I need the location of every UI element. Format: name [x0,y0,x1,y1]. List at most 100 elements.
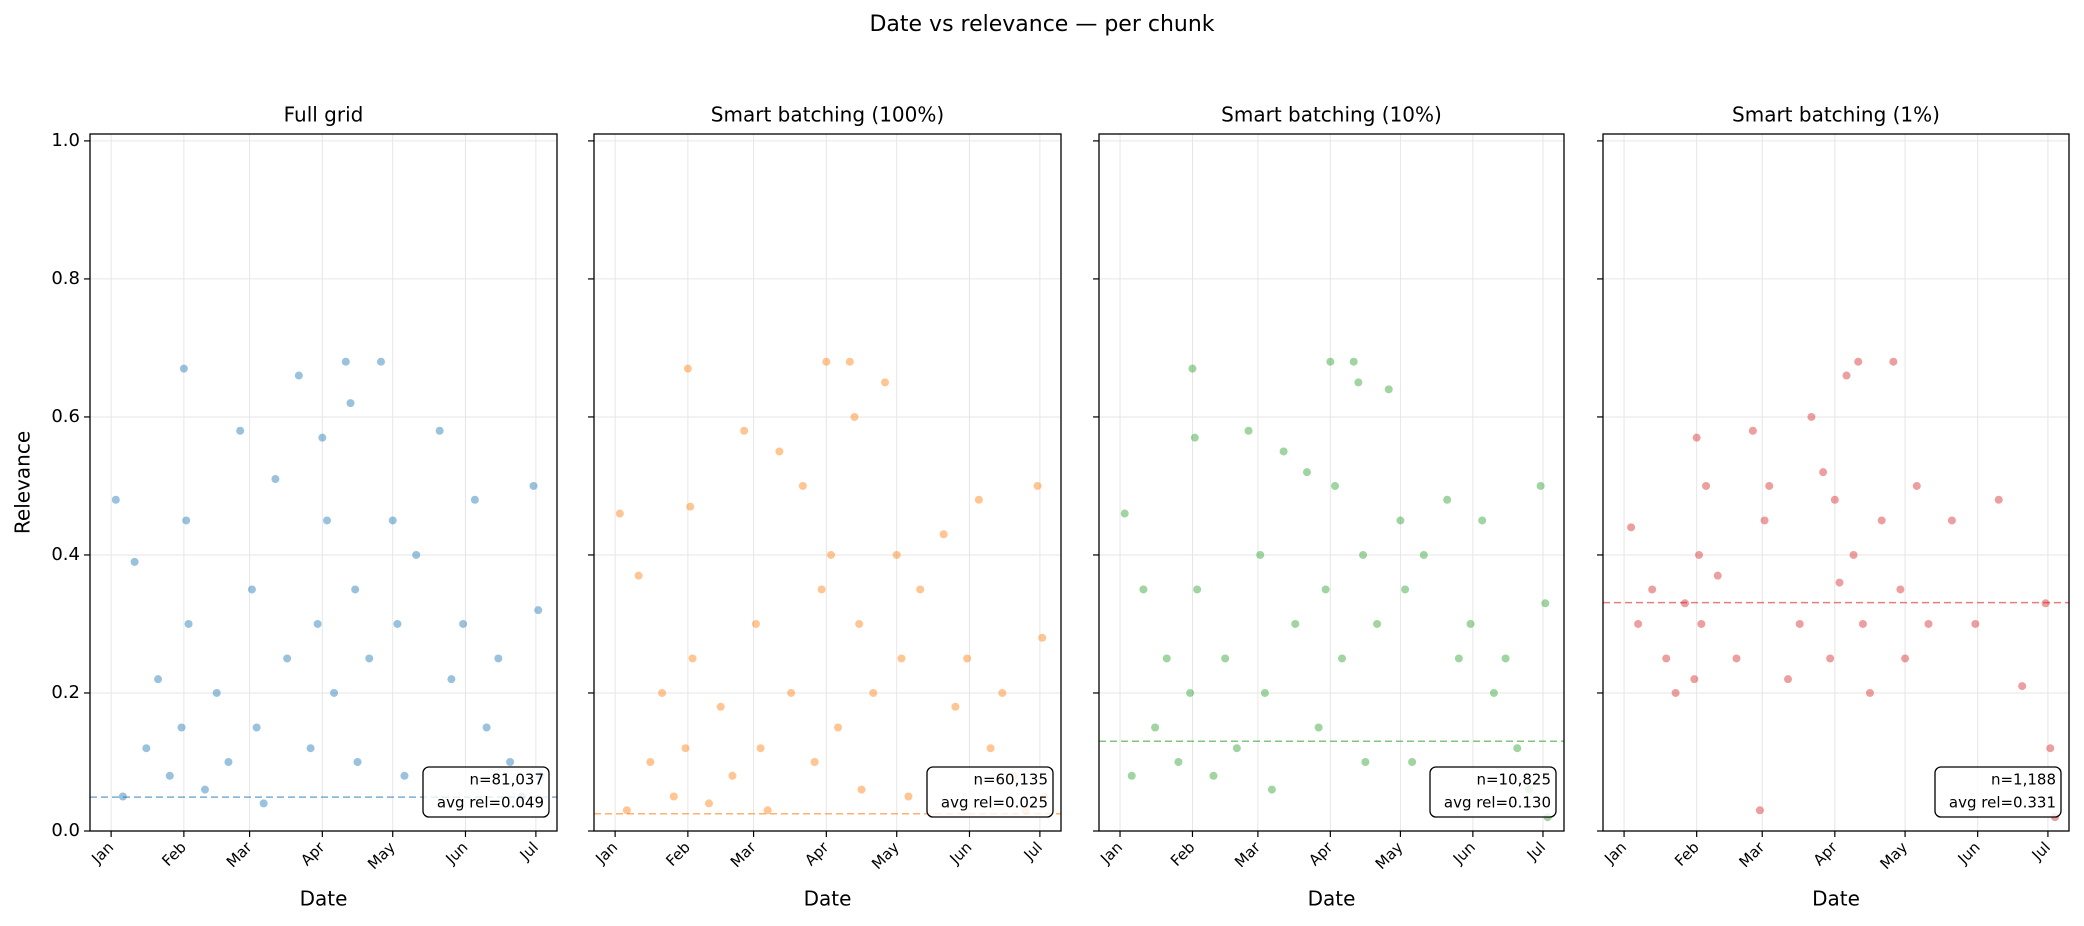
point [247,585,256,594]
x-tick-label: May [1876,838,1911,873]
point [1331,481,1340,490]
x-axis-label: Date [1308,887,1356,911]
x-tick-label: Jan [591,838,621,868]
point [1139,585,1148,594]
point [787,688,796,697]
panel-title: Smart batching (100%) [711,103,944,127]
point [534,606,543,615]
point [1321,585,1330,594]
point [1120,509,1129,518]
y-tick-label: 0.4 [51,544,80,565]
point [1783,675,1792,684]
point [1193,585,1202,594]
point [798,481,807,490]
point [154,675,163,684]
point [1209,771,1218,780]
point [259,799,268,808]
annotation-count: n=60,135 [973,771,1048,789]
x-tick-label: Jul [516,838,542,864]
point [669,792,678,801]
point [615,509,624,518]
x-tick-label: Jul [1020,838,1046,864]
point [1466,619,1475,628]
point [1419,550,1428,559]
point [634,571,643,580]
point [1162,654,1171,663]
axes-frame [1098,133,1565,832]
point [351,585,360,594]
point [817,585,826,594]
point [810,757,819,766]
point [963,654,972,663]
y-axis-label: Relevance [11,431,35,534]
point [1765,481,1774,490]
panel-title: Full grid [284,103,364,127]
point [294,371,303,380]
point [318,433,327,442]
point [376,357,385,366]
annotation-avg: avg rel=0.049 [437,794,544,812]
x-tick-label: Jan [1600,838,1630,868]
x-tick-label: Jul [1523,838,1549,864]
point [330,688,339,697]
point [142,744,151,753]
point [688,654,697,663]
point [880,378,889,387]
point [529,481,538,490]
point [1326,357,1335,366]
point [939,530,948,539]
point [412,550,421,559]
point [1244,426,1253,435]
x-tick-label: Apr [1305,838,1337,870]
point [200,785,209,794]
x-tick-label: Apr [801,838,833,870]
point [393,619,402,628]
point [1662,654,1671,663]
point [212,688,221,697]
point [686,502,695,511]
point [1174,757,1183,766]
point [1889,357,1898,366]
y-tick-label: 0.8 [51,268,80,289]
point [1190,433,1199,442]
point [822,357,831,366]
point [224,757,233,766]
point [111,495,120,504]
panel-title: Smart batching (1%) [1732,103,1940,127]
point [869,688,878,697]
x-tick-label: Jun [1954,838,1984,868]
point [1702,481,1711,490]
point [1865,688,1874,697]
point [1291,619,1300,628]
point [728,771,737,780]
point [1038,633,1047,642]
point [1807,412,1816,421]
point [1877,516,1886,525]
axes-frame [89,133,558,832]
point [470,495,479,504]
points [1120,357,1552,822]
point [177,723,186,732]
point [1279,447,1288,456]
x-tick-label: Jul [2028,838,2054,864]
point [435,426,444,435]
point [283,654,292,663]
point [346,399,355,408]
point [1912,481,1921,490]
point [775,447,784,456]
point [400,771,409,780]
point [1489,688,1498,697]
point [751,619,760,628]
y-tick-label: 0.0 [51,820,80,841]
point [1349,357,1358,366]
annotation-avg: avg rel=0.331 [1949,794,2056,812]
point [1924,619,1933,628]
point [897,654,906,663]
point [704,799,713,808]
panel-title: Smart batching (10%) [1221,103,1442,127]
point [306,744,315,753]
point [716,702,725,711]
point [740,426,749,435]
point [658,688,667,697]
